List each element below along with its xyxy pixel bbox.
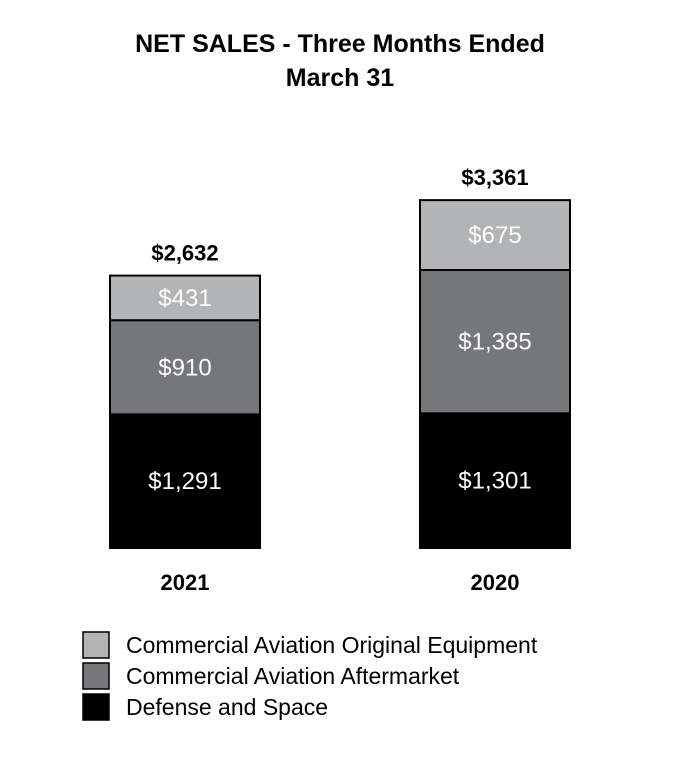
data-label-commercial-aviation-original-equipment-2020: $675: [468, 222, 521, 249]
bar-segment-defense-and-space-2021: [109, 413, 261, 549]
data-label-defense-and-space-2021: $1,291: [148, 468, 221, 495]
legend-swatch-defense-and-space: [82, 693, 110, 721]
bar-segment-commercial-aviation-aftermarket-2021: [109, 319, 261, 416]
data-label-defense-and-space-2020: $1,301: [458, 468, 531, 495]
legend: Commercial Aviation Original Equipment Co…: [82, 631, 538, 721]
legend-swatch-commercial-aviation-original-equipment: [82, 631, 110, 659]
chart-title-line-1: NET SALES - Three Months Ended: [135, 30, 545, 58]
data-label-commercial-aviation-original-equipment-2021: $431: [158, 285, 211, 312]
legend-swatch-commercial-aviation-aftermarket: [82, 662, 110, 690]
data-label-commercial-aviation-aftermarket-2021: $910: [158, 354, 211, 381]
total-label-2020: $3,361: [461, 165, 528, 190]
legend-label-commercial-aviation-original-equipment: Commercial Aviation Original Equipment: [126, 632, 538, 658]
bar-segment-commercial-aviation-original-equipment-2021: [109, 274, 261, 322]
bars-group: $1,291 $910 $431 $2,632 2021 $1,301 $1,385 $675…: [109, 165, 571, 595]
bar-segment-defense-and-space-2020: [419, 412, 571, 549]
legend-label-defense-and-space: Defense and Space: [126, 694, 328, 720]
data-label-commercial-aviation-aftermarket-2020: $1,385: [458, 329, 531, 356]
bar-segment-commercial-aviation-original-equipment-2020: [419, 199, 571, 271]
bar-segment-commercial-aviation-aftermarket-2020: [419, 268, 571, 415]
legend-label-commercial-aviation-aftermarket: Commercial Aviation Aftermarket: [126, 663, 460, 689]
total-label-2021: $2,632: [151, 241, 218, 266]
category-label-2021: 2021: [161, 570, 210, 595]
chart-title-line-2: March 31: [286, 64, 394, 92]
category-label-2020: 2020: [471, 570, 520, 595]
